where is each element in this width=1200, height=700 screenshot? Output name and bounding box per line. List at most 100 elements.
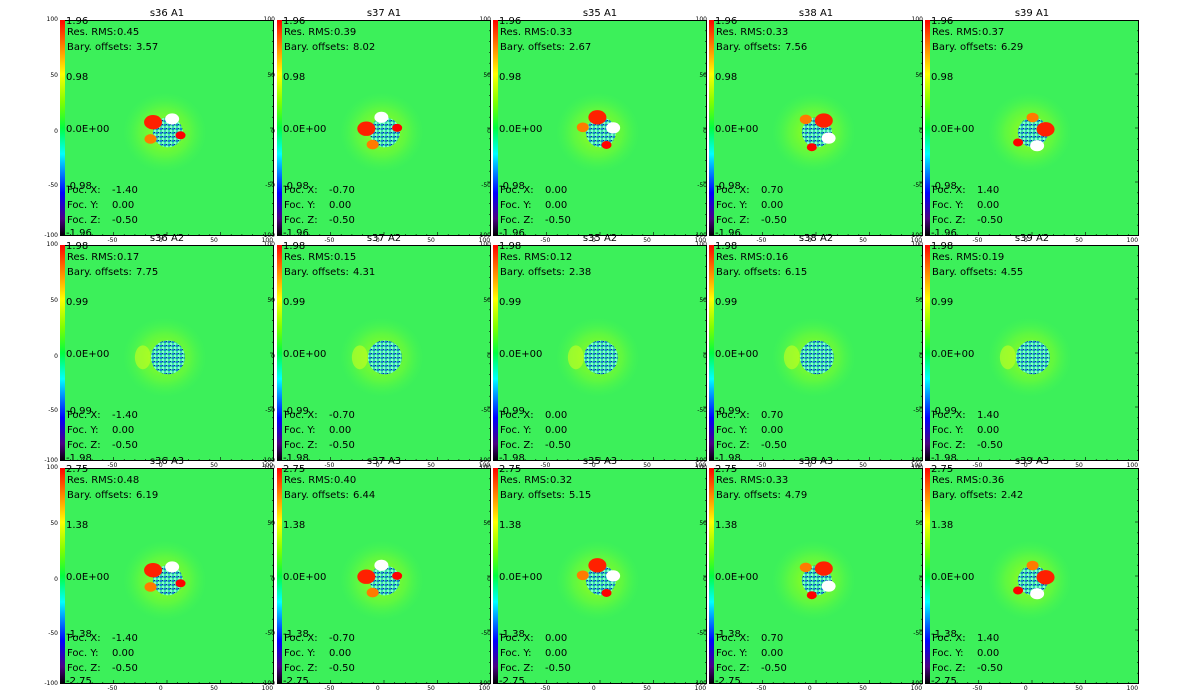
- y-tick-label: 50: [50, 520, 58, 528]
- bary-offsets-value: 8.02: [353, 42, 376, 53]
- colorbar-max-label: 1.98: [283, 241, 306, 252]
- x-tick-label: 50: [643, 237, 651, 244]
- res-rms-label: Res. RMS:: [284, 475, 334, 486]
- bary-offsets-value: 6.44: [353, 490, 376, 501]
- panel-title: s36 A1: [149, 8, 185, 19]
- residual-panel: s36 A2 1.98 0.99 0.0E+00 -0.99 -1.98 Res. RMS:…: [44, 233, 274, 469]
- residual-panel: s36 A3 2.75 1.38 0.0E+00 -1.38 -2.75 Res. RMS:…: [44, 456, 274, 692]
- x-tick-label: 100: [261, 462, 274, 469]
- y-tick-label: -50: [481, 630, 491, 638]
- colorbar-lower-label: -0.98: [66, 181, 92, 192]
- focus-z-value: -0.50: [977, 440, 1003, 451]
- panel-title: s36 A3: [149, 456, 185, 467]
- residual-lobe: [165, 561, 180, 573]
- res-rms-value: 0.12: [550, 252, 573, 263]
- colorbar: [493, 468, 498, 684]
- colorbar-upper-label: 1.38: [66, 520, 89, 531]
- x-tick-label: 50: [859, 685, 867, 692]
- focus-x-value: -0.70: [329, 185, 355, 196]
- focus-x-value: 1.40: [977, 185, 1000, 196]
- residual-lobe: [374, 111, 389, 123]
- residual-lobe: [366, 139, 379, 150]
- residual-lobe: [606, 570, 621, 582]
- y-tick-label: -100: [477, 232, 491, 239]
- psf-core: [369, 117, 400, 148]
- y-tick-label: -50: [48, 182, 58, 190]
- bary-offsets-label: Bary. offsets:: [500, 490, 565, 501]
- bary-offsets-value: 4.55: [1001, 267, 1024, 278]
- panel-title: s39 A1: [1014, 8, 1050, 19]
- residual-lobe: [1036, 570, 1055, 585]
- x-tick-label: 0: [1023, 237, 1028, 244]
- colorbar-upper-label: 1.38: [715, 520, 738, 531]
- residual-lobe: [165, 113, 180, 125]
- residual-lobe: [999, 345, 1016, 370]
- focus-z-value: -0.50: [761, 440, 787, 451]
- y-tick-label: -100: [261, 457, 275, 464]
- residual-panel: s38 A2 1.98 0.99 0.0E+00 -0.99 -1.98 Res. RMS:…: [693, 233, 923, 469]
- focus-y-value: 0.00: [329, 425, 352, 436]
- focus-z-label: Foc. Z:: [932, 440, 966, 451]
- residual-lobe: [374, 559, 389, 571]
- y-tick-label: 100: [911, 16, 923, 23]
- colorbar: [60, 20, 65, 236]
- x-tick-label: 0: [807, 685, 812, 692]
- focus-x-label: Foc. X:: [932, 185, 966, 196]
- residual-lobe: [144, 582, 157, 592]
- residual-lobe: [606, 122, 621, 134]
- focus-y-value: 0.00: [761, 200, 784, 211]
- x-tick-label: 50: [427, 462, 435, 469]
- residual-lobe: [806, 591, 817, 600]
- panel-title: s39 A2: [1014, 233, 1050, 244]
- bary-offsets-label: Bary. offsets:: [932, 490, 997, 501]
- y-tick-label: -100: [909, 457, 923, 464]
- residual-panel: s35 A2 1.98 0.99 0.0E+00 -0.99 -1.98 Res. RMS:…: [477, 233, 707, 469]
- x-tick-label: 0: [591, 462, 596, 469]
- y-tick-label: -50: [481, 407, 491, 415]
- x-tick-label: 50: [859, 237, 867, 244]
- residual-lobe: [1013, 138, 1024, 147]
- colorbar-lower-label: -1.38: [499, 629, 525, 640]
- y-tick-label: -50: [697, 630, 707, 638]
- focus-z-value: -0.50: [112, 215, 138, 226]
- focus-y-label: Foc. Y:: [67, 200, 99, 211]
- focus-y-label: Foc. Y:: [284, 200, 316, 211]
- y-tick-label: 50: [483, 72, 491, 80]
- colorbar: [709, 468, 714, 684]
- colorbar-min-label: -1.96: [715, 228, 741, 239]
- residual-lobe: [392, 123, 403, 132]
- bary-offsets-label: Bary. offsets:: [67, 490, 132, 501]
- colorbar-min-label: -1.96: [66, 228, 92, 239]
- colorbar-lower-label: -0.99: [283, 406, 309, 417]
- focus-y-label: Foc. Y:: [932, 425, 964, 436]
- focus-y-value: 0.00: [329, 200, 352, 211]
- residual-lobe: [799, 562, 812, 573]
- focus-x-label: Foc. X:: [500, 185, 534, 196]
- x-tick-label: 0: [158, 237, 163, 244]
- x-tick-label: -50: [107, 237, 118, 244]
- x-tick-label: -50: [540, 237, 551, 244]
- residual-lobe: [588, 558, 607, 573]
- y-tick-label: 0: [487, 353, 491, 361]
- colorbar-max-label: 1.98: [499, 241, 522, 252]
- panel-title: s36 A2: [149, 233, 185, 244]
- focus-y-label: Foc. Y:: [716, 200, 748, 211]
- bary-offsets-value: 2.38: [569, 267, 592, 278]
- colorbar-min-label: -2.75: [283, 676, 309, 687]
- colorbar-upper-label: 0.98: [499, 72, 522, 83]
- colorbar-lower-label: -0.98: [499, 181, 525, 192]
- y-tick-label: 0: [919, 128, 923, 136]
- residual-image: [277, 245, 491, 461]
- res-rms-label: Res. RMS:: [932, 27, 982, 38]
- residual-lobe: [576, 570, 589, 581]
- residual-lobe: [601, 588, 612, 597]
- res-rms-value: 0.37: [982, 27, 1005, 38]
- res-rms-label: Res. RMS:: [716, 475, 766, 486]
- y-tick-label: 0: [54, 353, 58, 361]
- residual-panel: s38 A3 2.75 1.38 0.0E+00 -1.38 -2.75 Res. RMS:…: [693, 456, 923, 692]
- y-tick-label: 100: [263, 241, 275, 248]
- focus-x-label: Foc. X:: [284, 185, 318, 196]
- y-tick-label: 50: [267, 72, 275, 80]
- res-rms-label: Res. RMS:: [932, 475, 982, 486]
- colorbar-max-label: 2.75: [499, 464, 522, 475]
